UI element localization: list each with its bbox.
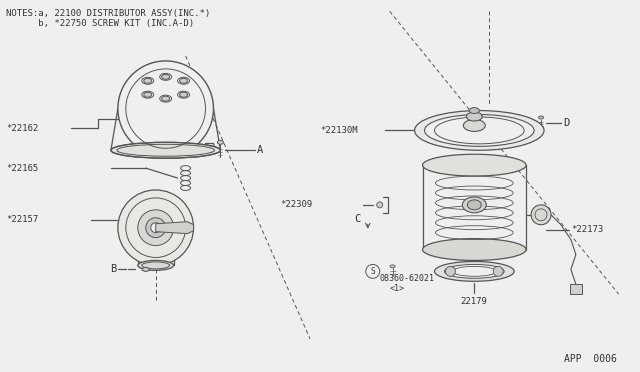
- Bar: [570, 284, 582, 294]
- Text: NOTES:a, 22100 DISTRIBUTOR ASSY(INC.*): NOTES:a, 22100 DISTRIBUTOR ASSY(INC.*): [6, 9, 211, 18]
- Text: *22162: *22162: [6, 124, 38, 133]
- Ellipse shape: [415, 110, 544, 150]
- Ellipse shape: [424, 115, 534, 146]
- Ellipse shape: [138, 260, 173, 270]
- Text: *22130M: *22130M: [320, 126, 358, 135]
- Circle shape: [118, 61, 214, 156]
- Circle shape: [118, 190, 193, 265]
- Text: 22179: 22179: [460, 296, 487, 306]
- Ellipse shape: [142, 91, 154, 98]
- Circle shape: [445, 266, 456, 276]
- Ellipse shape: [390, 265, 395, 268]
- Ellipse shape: [422, 154, 526, 176]
- Circle shape: [146, 218, 166, 238]
- Circle shape: [138, 210, 173, 246]
- Ellipse shape: [180, 92, 188, 97]
- Ellipse shape: [144, 78, 152, 83]
- Text: *22173: *22173: [571, 225, 603, 234]
- Text: D: D: [563, 118, 569, 128]
- Ellipse shape: [444, 264, 504, 278]
- Ellipse shape: [467, 200, 481, 210]
- Ellipse shape: [469, 108, 479, 113]
- Ellipse shape: [463, 119, 485, 131]
- Ellipse shape: [111, 142, 220, 158]
- Ellipse shape: [178, 77, 189, 84]
- Ellipse shape: [180, 78, 188, 83]
- Ellipse shape: [462, 197, 486, 213]
- Text: b, *22750 SCREW KIT (INC.A-D): b, *22750 SCREW KIT (INC.A-D): [6, 19, 195, 28]
- Text: *22165: *22165: [6, 164, 38, 173]
- Text: B: B: [110, 264, 116, 275]
- Text: *22157: *22157: [6, 215, 38, 224]
- Text: <1>: <1>: [390, 284, 404, 293]
- Text: C: C: [354, 214, 360, 224]
- Ellipse shape: [142, 267, 149, 271]
- Text: 08360-62021: 08360-62021: [380, 274, 435, 283]
- Ellipse shape: [435, 262, 514, 281]
- Circle shape: [493, 266, 503, 276]
- Ellipse shape: [218, 140, 223, 144]
- Ellipse shape: [422, 238, 526, 260]
- Circle shape: [151, 223, 161, 232]
- Text: *22309: *22309: [280, 201, 312, 209]
- Ellipse shape: [160, 95, 172, 102]
- Ellipse shape: [144, 92, 152, 97]
- Polygon shape: [156, 222, 193, 234]
- Ellipse shape: [467, 112, 483, 121]
- Ellipse shape: [178, 91, 189, 98]
- Text: APP  0006: APP 0006: [564, 354, 617, 364]
- Ellipse shape: [538, 116, 543, 119]
- Circle shape: [531, 205, 551, 225]
- Text: A: A: [257, 145, 264, 155]
- Ellipse shape: [160, 73, 172, 80]
- Text: S: S: [371, 267, 375, 276]
- Circle shape: [377, 202, 383, 208]
- Ellipse shape: [142, 77, 154, 84]
- Ellipse shape: [162, 96, 170, 101]
- Ellipse shape: [162, 74, 170, 79]
